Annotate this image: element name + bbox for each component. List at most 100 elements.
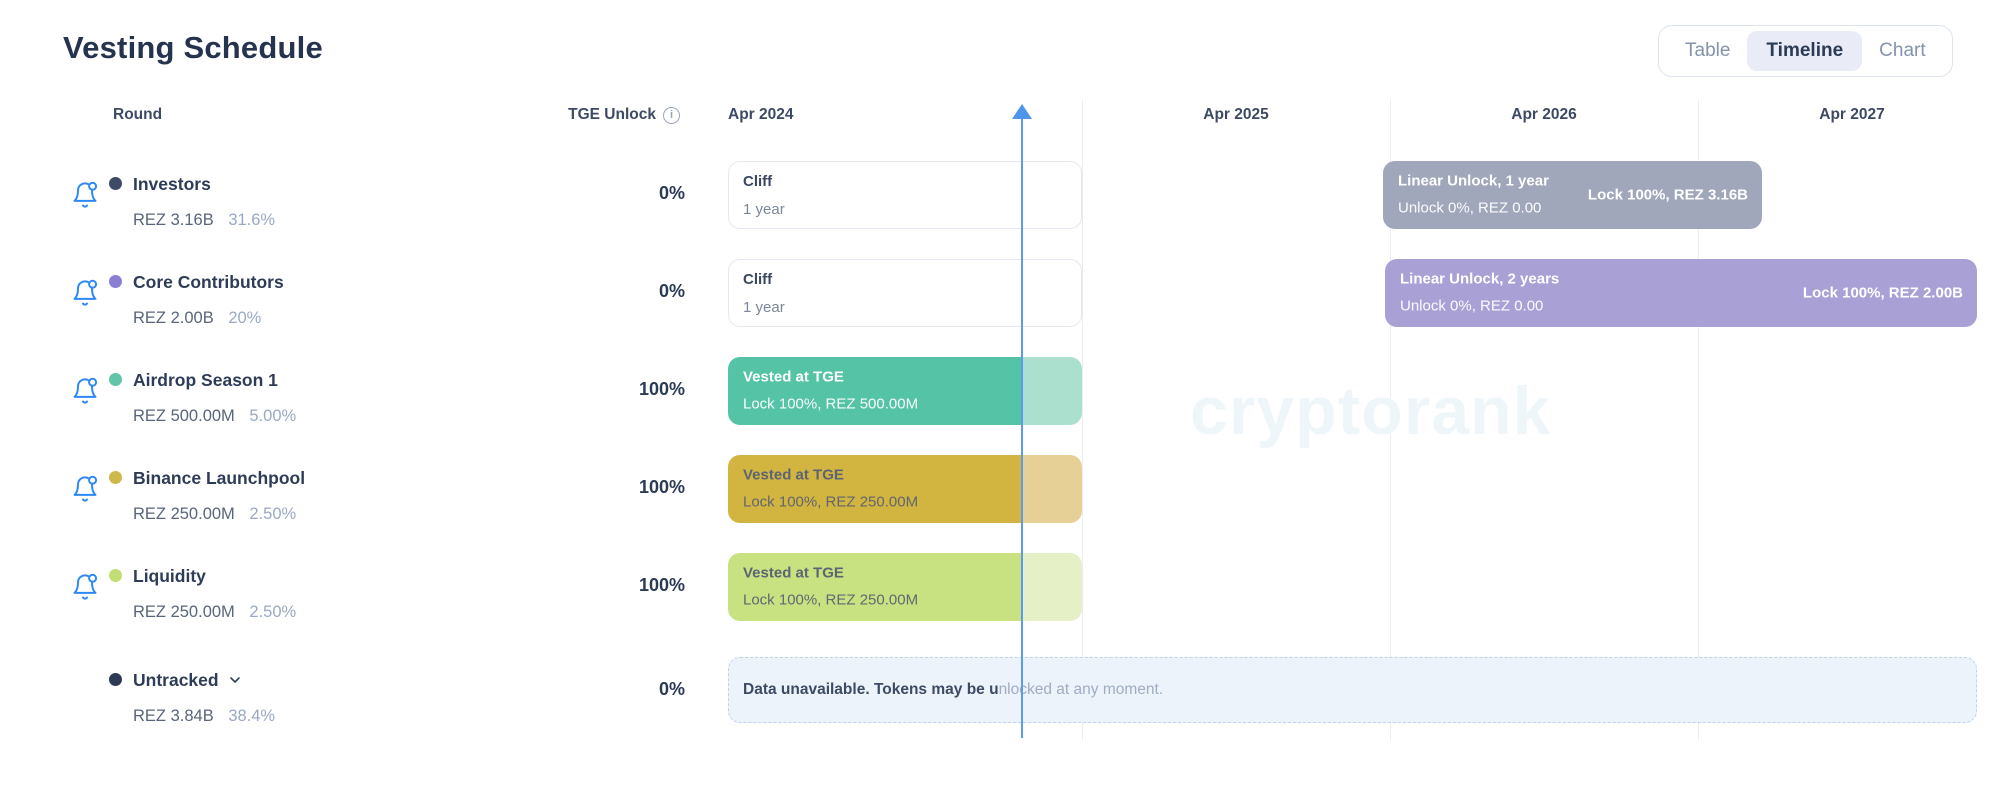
round-amount: REZ 250.00M (133, 505, 235, 523)
bar-title: Vested at TGE (743, 564, 844, 582)
round-allocation: REZ 500.00M 5.00% (133, 405, 296, 427)
round-amount: REZ 500.00M (133, 407, 235, 425)
round-share: 2.50% (249, 603, 297, 621)
bar-title: Vested at TGE (743, 466, 844, 484)
bar-unlock: Unlock 0%, REZ 0.00 (1398, 199, 1542, 217)
round-name[interactable]: Untracked (133, 668, 243, 692)
vested-at-tge-bar[interactable]: Vested at TGE Lock 100%, REZ 250.00M (728, 455, 1082, 523)
vesting-row-binance-launchpool: Binance Launchpool REZ 250.00M 2.50% 100… (0, 440, 2000, 538)
bar-past-segment (728, 553, 1022, 621)
round-share: 5.00% (249, 407, 297, 425)
vested-at-tge-bar[interactable]: Vested at TGE Lock 100%, REZ 250.00M (728, 553, 1082, 621)
round-name: Binance Launchpool (133, 466, 305, 490)
notification-bell-icon[interactable] (71, 181, 99, 209)
round-name-label: Untracked (133, 670, 219, 690)
round-color-dot (109, 673, 122, 686)
bar-text: Vested at TGE Lock 100%, REZ 500.00M (743, 368, 918, 415)
round-color-dot (109, 275, 122, 288)
round-share: 2.50% (249, 505, 297, 523)
tab-table[interactable]: Table (1685, 40, 1731, 61)
page-title: Vesting Schedule (63, 30, 323, 65)
round-color-dot (109, 569, 122, 582)
notification-bell-icon[interactable] (71, 475, 99, 503)
linear-unlock-bar[interactable]: Linear Unlock, 1 year Unlock 0%, REZ 0.0… (1383, 161, 1762, 229)
round-name-label: Core Contributors (133, 272, 284, 292)
unavailable-text-faded: nlocked at any moment. (998, 681, 1164, 698)
cliff-title: Cliff (743, 173, 773, 190)
round-color-dot (109, 177, 122, 190)
bar-text: Linear Unlock, 2 years Unlock 0%, REZ 0.… (1400, 270, 1559, 317)
bar-text: Vested at TGE Lock 100%, REZ 250.00M (743, 466, 918, 513)
bar-unlock: Unlock 0%, REZ 0.00 (1400, 297, 1544, 315)
round-amount: REZ 2.00B (133, 309, 214, 327)
info-icon[interactable]: i (663, 106, 680, 124)
cliff-duration: 1 year (743, 299, 785, 316)
round-name-label: Investors (133, 174, 211, 194)
axis-label-apr-2025: Apr 2025 (1203, 106, 1269, 123)
round-name: Investors (133, 172, 211, 196)
tge-unlock-label: TGE Unlock (568, 106, 656, 123)
vesting-row-liquidity: Liquidity REZ 250.00M 2.50% 100% Vested … (0, 538, 2000, 636)
year-gridline (1390, 100, 1391, 740)
cliff-title: Cliff (743, 271, 773, 288)
round-amount: REZ 3.16B (133, 211, 214, 229)
bar-text: Linear Unlock, 1 year Unlock 0%, REZ 0.0… (1398, 172, 1549, 219)
now-marker-arrow-icon (1012, 104, 1032, 119)
bar-lock: Lock 100%, REZ 250.00M (743, 493, 919, 511)
view-toggle: Table Timeline Chart (1658, 25, 1953, 77)
round-share: 20% (228, 309, 262, 327)
round-amount: REZ 250.00M (133, 603, 235, 621)
round-name: Liquidity (133, 564, 206, 588)
notification-bell-icon[interactable] (71, 377, 99, 405)
round-allocation: REZ 3.84B 38.4% (133, 705, 275, 727)
tab-timeline[interactable]: Timeline (1747, 31, 1863, 71)
bar-title: Linear Unlock, 1 year (1398, 172, 1549, 190)
bar-lock: Lock 100%, REZ 250.00M (743, 591, 919, 609)
bar-text: Vested at TGE Lock 100%, REZ 250.00M (743, 564, 918, 611)
column-header-round: Round (113, 106, 163, 123)
bar-future-segment (1022, 553, 1082, 621)
cliff-duration: 1 year (743, 201, 785, 218)
year-gridline (1698, 100, 1699, 740)
bar-future-segment (1022, 357, 1082, 425)
round-allocation: REZ 2.00B 20% (133, 307, 261, 329)
vesting-row-investors: Investors REZ 3.16B 31.6% 0% Cliff 1 yea… (0, 146, 2000, 244)
bar-lock: Lock 100%, REZ 3.16B (1587, 186, 1748, 204)
tge-unlock-value: 0% (658, 183, 685, 203)
vesting-row-airdrop-season-1: Airdrop Season 1 REZ 500.00M 5.00% 100% … (0, 342, 2000, 440)
data-unavailable-bar: Data unavailable. Tokens may be u nlocke… (728, 657, 1977, 723)
chevron-down-icon[interactable] (227, 672, 243, 688)
tge-unlock-value: 100% (638, 575, 685, 595)
bar-title: Vested at TGE (743, 368, 844, 386)
linear-unlock-bar[interactable]: Linear Unlock, 2 years Unlock 0%, REZ 0.… (1385, 259, 1977, 327)
round-name-label: Binance Launchpool (133, 468, 306, 488)
round-name-label: Liquidity (133, 566, 206, 586)
tge-unlock-value: 100% (638, 477, 685, 497)
bar-lock: Lock 100%, REZ 2.00B (1802, 284, 1963, 302)
cryptorank-watermark: cryptorank (1190, 373, 1552, 449)
tge-unlock-value: 0% (658, 281, 685, 301)
vesting-row-core-contributors: Core Contributors REZ 2.00B 20% 0% Cliff… (0, 244, 2000, 342)
axis-label-apr-2024: Apr 2024 (728, 106, 794, 123)
round-allocation: REZ 250.00M 2.50% (133, 601, 296, 623)
axis-label-apr-2027: Apr 2027 (1819, 106, 1885, 123)
year-gridline (1082, 100, 1083, 740)
notification-bell-icon[interactable] (71, 573, 99, 601)
round-allocation: REZ 3.16B 31.6% (133, 209, 275, 231)
round-amount: REZ 3.84B (133, 707, 214, 725)
tge-unlock-value: 100% (638, 379, 685, 399)
round-share: 38.4% (228, 707, 276, 725)
round-name-label: Airdrop Season 1 (133, 370, 278, 390)
notification-bell-icon[interactable] (71, 279, 99, 307)
bar-lock: Lock 100%, REZ 500.00M (743, 395, 919, 413)
tab-chart[interactable]: Chart (1879, 40, 1926, 61)
axis-label-apr-2026: Apr 2026 (1511, 106, 1577, 123)
cliff-bar[interactable]: Cliff 1 year (728, 259, 1082, 327)
round-share: 31.6% (228, 211, 276, 229)
round-name: Core Contributors (133, 270, 284, 294)
bar-future-segment (1022, 455, 1082, 523)
bar-past-segment (728, 357, 1022, 425)
cliff-bar[interactable]: Cliff 1 year (728, 161, 1082, 229)
vested-at-tge-bar[interactable]: Vested at TGE Lock 100%, REZ 500.00M (728, 357, 1082, 425)
